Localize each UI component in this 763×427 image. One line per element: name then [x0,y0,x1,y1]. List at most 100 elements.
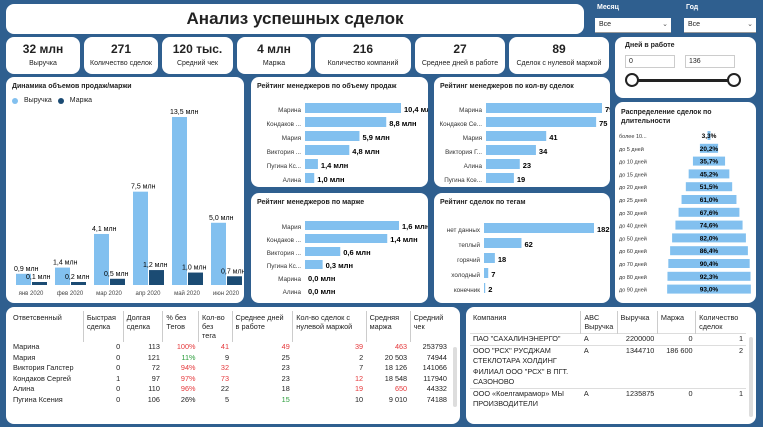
column-header[interactable]: Компания [473,313,507,322]
company-name-line: ООО «Коелгамрамор» МЫ [473,388,564,398]
category-label: до 5 дней [619,146,644,153]
x-tick-label: янв 2020 [19,291,44,297]
category-label: Мария [463,135,482,142]
kpi-value: 216 [352,42,374,56]
table-cell: 0 [116,394,121,404]
legend-margin-label: Маржа [69,97,93,104]
kpi-value: 27 [453,42,467,56]
table-row[interactable]: Виктория Галстер 0 72 94% 32 23 7 18 126 141066 [10,363,450,374]
revenue-bar [94,233,109,285]
category-label: до 50 дней [619,235,647,242]
table-cell: 0 [116,342,121,351]
table-row[interactable]: Марина 0 113 100% 41 49 39 463 253793 [10,342,450,353]
bar [305,173,315,183]
rating-tags-title: Рейтинг сделок по тегам [440,199,526,206]
category-label: Кондаков ... [267,121,302,128]
table-cell: 25 [281,352,290,362]
column-header[interactable]: Быстрая сделка [82,311,124,342]
table-row[interactable]: ООО "РСХ" РУСДЖАМ СТЕКЛОТАРА ХОЛДИНГ ФИЛИА… [470,344,746,388]
table-cell: Виктория Галстер [13,363,74,372]
month-select[interactable]: Все ⌄ [595,18,671,33]
managers-table-scrollbar[interactable] [453,347,457,407]
bar [486,145,536,155]
table-cell: 2 [695,344,746,388]
column-header[interactable]: Выручка [616,311,658,334]
company-name-line: ПРОИЗВОДИТЕЛИ [473,399,538,408]
data-label: 92,3% [700,274,719,281]
companies-table: Компания ABC Выручка Выручка Маржа Количеств… [470,311,746,410]
table-cell: 97 [151,373,160,383]
funnel-bar [667,284,751,294]
column-header[interactable]: Количество сделок [695,311,746,334]
data-label: 8,8 млн [389,119,416,128]
rating-deals-title: Рейтинг менеджеров по кол-ву сделок [440,83,574,90]
category-label: Алина [283,177,302,184]
year-filter: Год Все ⌄ [684,4,760,34]
days-min-input[interactable]: 0 [625,55,675,68]
table-cell: 74188 [426,394,447,404]
column-header[interactable]: Средняя маржа [365,311,411,342]
table-row[interactable]: Пугина Ксения 0 106 26% 5 15 10 9 010 74188 [10,395,450,406]
margin-data-label: 1,0 млн [182,265,207,272]
category-label: более 10... [619,134,647,140]
company-name-line: ООО "РСХ" РУСДЖАМ [473,345,551,355]
table-cell: 18 126 [384,363,408,372]
category-label: нет данных [447,227,481,234]
data-label: 182 [597,225,610,234]
category-label: до 90 дней [619,287,647,294]
data-label: 86,4% [700,248,719,255]
revenue-data-label: 1,4 млн [53,260,78,267]
rating-tags-panel: Рейтинг сделок по тегам нет данных 182 теп… [434,193,610,303]
table-cell: ООО «Коелгамрамор» МЫ ПРОИЗВОДИТЕЛИ [470,387,581,410]
x-tick-label: июн 2020 [213,291,240,297]
table-cell: A [580,333,618,345]
column-header[interactable]: Долгая сделка [122,311,163,342]
table-cell: 7 [359,363,364,372]
column-header[interactable]: Кол-во сделок с нулевой маржой [292,311,367,342]
companies-table-scrollbar[interactable] [749,337,753,417]
duration-title: Распределение сделок по длительности [621,109,712,125]
days-slider-handle-max[interactable] [727,73,741,87]
table-row[interactable]: Мария 0 121 11% 9 25 2 20 503 74944 [10,353,450,364]
data-label: 82,0% [700,235,719,242]
bar [484,283,486,293]
revenue-data-label: 7,5 млн [131,184,156,191]
column-header[interactable]: Кол-во без тега [198,311,233,342]
year-select[interactable]: Все ⌄ [684,18,756,33]
column-header[interactable]: Маржа [656,311,696,334]
category-label: Кондаков ... [267,237,302,244]
kpi-value: 271 [110,42,132,56]
table-cell: Пугина Ксения [13,394,63,404]
table-row[interactable]: Алина 0 110 96% 22 18 19 650 44332 [10,384,450,395]
data-label: 51,5% [700,184,719,191]
column-header[interactable]: ABC Выручка [580,311,618,334]
table-cell: 41 [220,342,230,351]
margin-bar [71,282,86,285]
kpi-label: Маржа [262,60,286,67]
days-slider-title: Дней в работе [625,42,675,49]
data-label: 67,6% [700,210,719,217]
days-slider-handle-min[interactable] [625,73,639,87]
table-row[interactable]: Кондаков Сергей 1 97 97% 73 23 12 18 548 117940 [10,374,450,385]
month-filter-label: Месяц [597,4,619,11]
table-cell: ПАО "САХАЛИНЭНЕРГО" [470,333,581,345]
days-max-input[interactable]: 136 [685,55,735,68]
data-label: 45,2% [700,171,719,178]
column-header[interactable]: Средний чек [409,311,450,342]
x-tick-label: май 2020 [174,290,200,297]
funnel-bar [685,182,733,192]
column-header[interactable]: Ответсвенный [13,313,62,322]
table-cell: 1 [695,387,746,410]
data-label: 34 [539,147,548,156]
kpi-value: 120 тыс. [172,42,223,56]
column-header[interactable]: Среднее дней в работе [231,311,293,342]
column-header[interactable]: % без Тегов [162,311,199,342]
data-label: 74,6% [700,223,719,230]
table-cell: 141066 [422,363,447,372]
table-row[interactable]: ПАО "САХАЛИНЭНЕРГО" A 2200000 0 1 [470,333,746,345]
company-name-line: ПАО "САХАЛИНЭНЕРГО" [473,334,561,343]
revenue-bar [55,267,70,285]
table-cell: 113 [148,342,160,351]
table-row[interactable]: ООО «Коелгамрамор» МЫ ПРОИЗВОДИТЕЛИ A 12358… [470,387,746,410]
revenue-bar [133,191,148,285]
